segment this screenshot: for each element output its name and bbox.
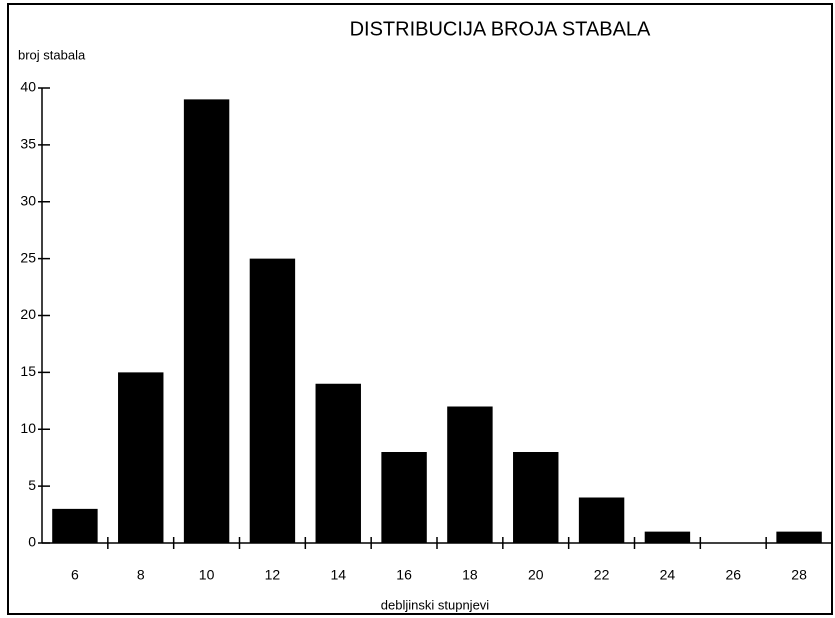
bar	[118, 372, 164, 543]
y-tick-label: 40	[20, 79, 36, 95]
y-tick-label: 5	[28, 477, 36, 493]
y-tick-label: 30	[20, 192, 36, 208]
chart-title: DISTRIBUCIJA BROJA STABALA	[350, 18, 651, 40]
x-tick-label: 6	[71, 567, 79, 583]
bar	[776, 531, 822, 543]
x-tick-label: 14	[330, 567, 346, 583]
x-tick-label: 24	[660, 567, 676, 583]
x-axis-label: debljinski stupnjevi	[381, 597, 490, 612]
frame	[7, 3, 833, 615]
bar	[249, 258, 296, 543]
bar	[315, 383, 361, 543]
y-tick-label: 35	[20, 136, 36, 152]
y-tick-label: 0	[28, 534, 36, 550]
y-tick-label: 15	[20, 363, 36, 379]
x-tick-label: 10	[199, 567, 215, 583]
bar	[578, 497, 625, 543]
y-tick-label: 25	[20, 249, 36, 265]
bar	[447, 406, 493, 543]
bar	[381, 452, 427, 543]
bar	[52, 508, 98, 543]
x-tick-label: 22	[594, 567, 610, 583]
x-tick-label: 28	[791, 567, 807, 583]
y-axis-label: broj stabala	[18, 47, 86, 62]
x-tick-label: 20	[528, 567, 544, 583]
x-tick-label: 26	[725, 567, 741, 583]
x-tick-label: 16	[396, 567, 412, 583]
x-tick-label: 12	[265, 567, 281, 583]
x-tick-label: 18	[462, 567, 478, 583]
y-tick-label: 20	[20, 306, 36, 322]
bar	[183, 99, 230, 543]
bar	[644, 531, 691, 543]
y-tick-label: 10	[20, 420, 36, 436]
x-tick-label: 8	[137, 567, 145, 583]
bar	[513, 452, 559, 543]
